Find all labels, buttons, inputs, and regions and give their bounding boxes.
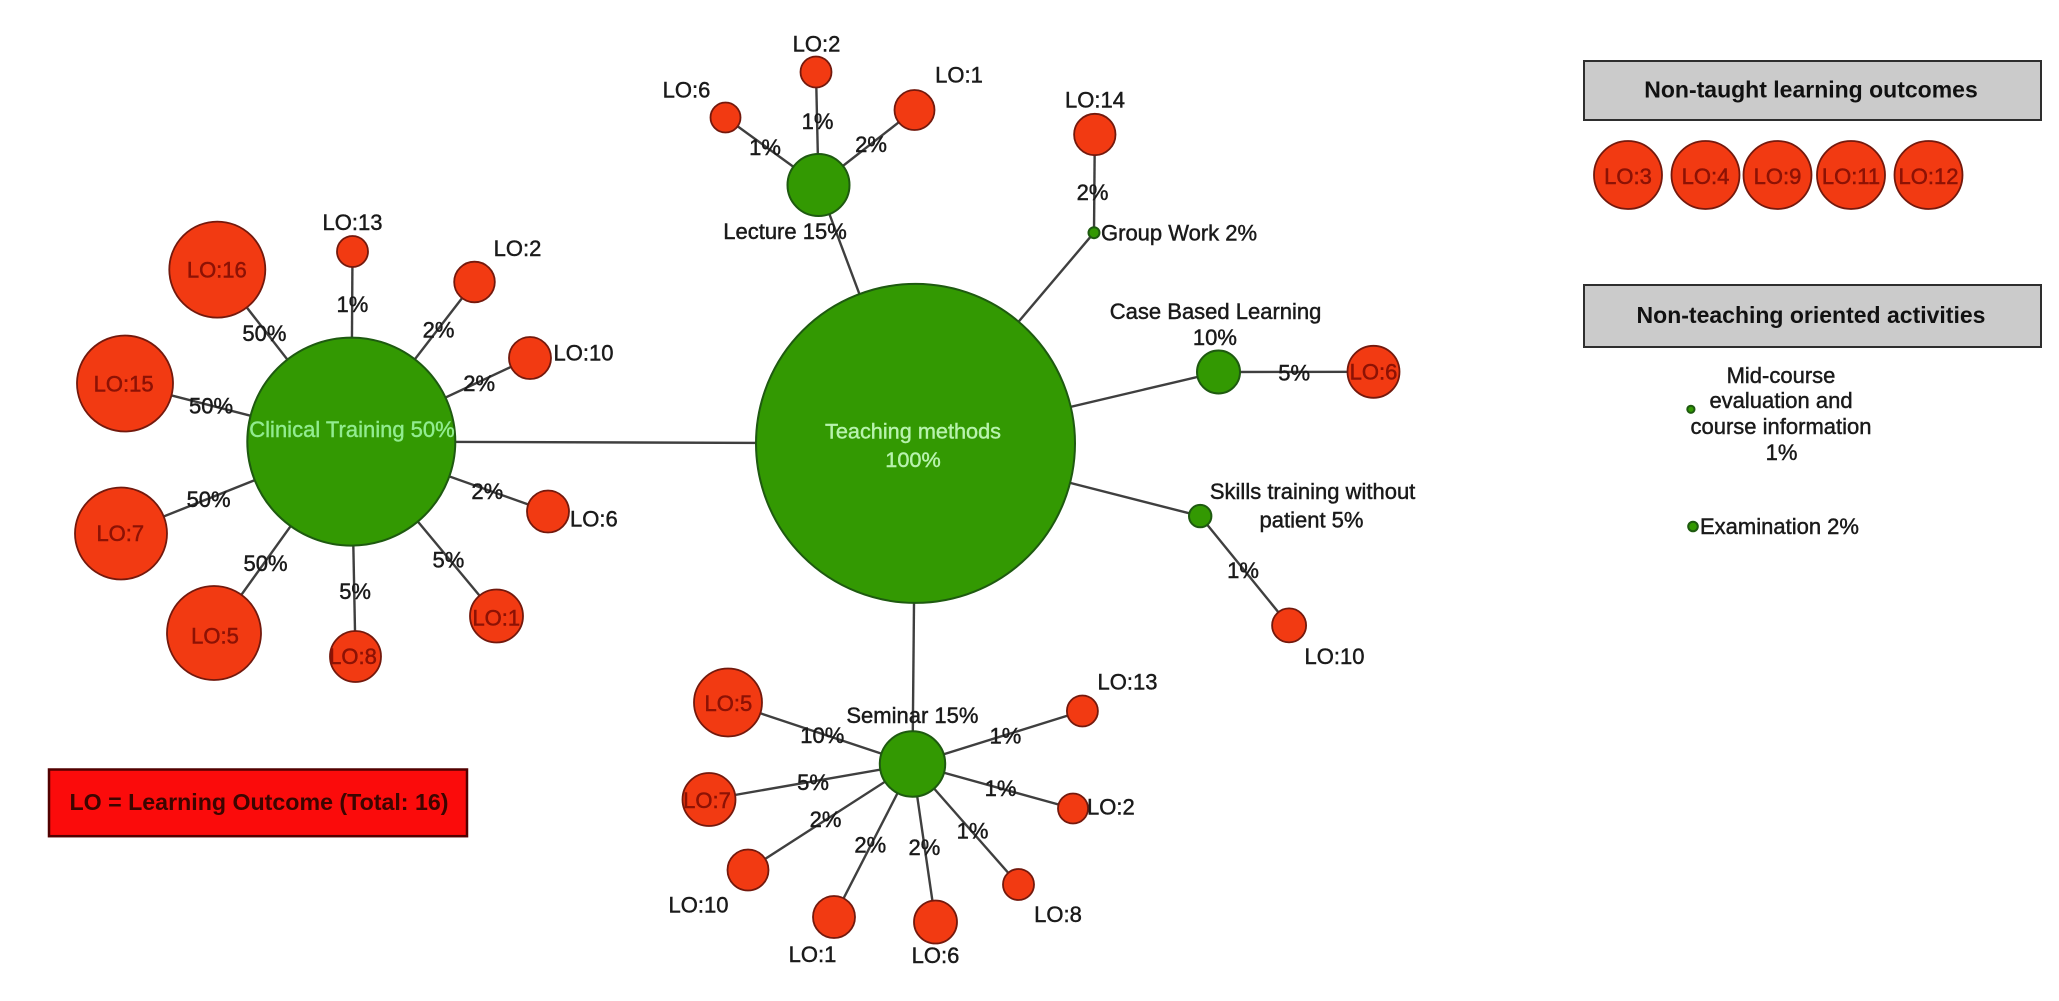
svg-text:1%: 1% [957,819,989,844]
svg-text:patient 5%: patient 5% [1260,507,1364,532]
svg-text:50%: 50% [242,321,286,346]
svg-text:5%: 5% [339,579,371,604]
svg-text:10%: 10% [1193,325,1237,350]
svg-text:LO:7: LO:7 [96,521,144,546]
svg-text:evaluation and: evaluation and [1709,388,1852,413]
svg-text:LO:8: LO:8 [1034,902,1082,927]
svg-text:Teaching methods: Teaching methods [825,419,1001,444]
svg-text:Clinical Training 50%: Clinical Training 50% [249,417,454,442]
svg-text:LO:5: LO:5 [705,691,753,716]
svg-text:2%: 2% [471,479,503,504]
svg-text:1%: 1% [990,724,1022,749]
svg-text:1%: 1% [749,135,781,160]
svg-text:LO:6: LO:6 [570,507,618,532]
svg-text:50%: 50% [187,487,231,512]
svg-text:LO:4: LO:4 [1682,164,1730,189]
svg-text:LO:2: LO:2 [793,32,841,57]
svg-text:LO:6: LO:6 [912,943,960,968]
svg-text:LO:16: LO:16 [187,258,247,283]
svg-text:LO:15: LO:15 [94,372,154,397]
svg-text:5%: 5% [433,548,465,573]
svg-text:LO:13: LO:13 [1098,670,1158,695]
svg-text:1%: 1% [802,109,834,134]
svg-text:LO:1: LO:1 [935,63,983,88]
svg-text:LO:8: LO:8 [329,644,377,669]
svg-text:LO:11: LO:11 [1822,164,1880,189]
svg-text:course information: course information [1691,414,1872,439]
svg-text:Seminar 15%: Seminar 15% [846,703,978,728]
svg-text:LO:1: LO:1 [789,942,837,967]
svg-text:LO:6: LO:6 [1350,359,1398,384]
svg-text:2%: 2% [810,807,842,832]
svg-text:LO:9: LO:9 [1754,164,1802,189]
svg-text:LO:6: LO:6 [663,78,711,103]
svg-text:LO:2: LO:2 [1087,795,1135,820]
svg-text:Skills training without: Skills training without [1210,479,1415,504]
svg-text:2%: 2% [1077,180,1109,205]
svg-text:50%: 50% [243,551,287,576]
svg-text:LO:7: LO:7 [683,788,731,813]
svg-text:Lecture 15%: Lecture 15% [723,219,847,244]
svg-text:1%: 1% [985,776,1017,801]
svg-text:2%: 2% [463,371,495,396]
svg-text:2%: 2% [854,833,886,858]
svg-text:LO:2: LO:2 [494,236,542,261]
svg-text:LO:12: LO:12 [1899,164,1959,189]
svg-text:1%: 1% [1766,440,1798,465]
svg-text:2%: 2% [909,835,941,860]
svg-text:100%: 100% [885,447,940,472]
svg-text:Non-teaching oriented activiti: Non-teaching oriented activities [1637,302,1986,328]
svg-text:LO:14: LO:14 [1065,88,1125,113]
svg-text:LO:1: LO:1 [472,606,520,631]
svg-text:LO = Learning Outcome (Total:: LO = Learning Outcome (Total: 16) [70,789,449,815]
svg-text:2%: 2% [423,318,455,343]
svg-text:LO:10: LO:10 [1305,644,1365,669]
svg-text:LO:3: LO:3 [1604,164,1652,189]
svg-text:LO:10: LO:10 [669,893,729,918]
svg-text:Group Work 2%: Group Work 2% [1101,221,1257,246]
svg-text:5%: 5% [1278,360,1310,385]
svg-text:50%: 50% [189,394,233,419]
svg-text:Mid-course: Mid-course [1727,363,1836,388]
svg-text:LO:10: LO:10 [554,341,614,366]
svg-text:Non-taught learning outcomes: Non-taught learning outcomes [1644,77,1978,103]
svg-text:10%: 10% [800,723,844,748]
svg-text:5%: 5% [797,770,829,795]
svg-text:1%: 1% [1227,558,1259,583]
svg-text:1%: 1% [337,292,369,317]
svg-text:Case Based Learning: Case Based Learning [1110,299,1322,324]
svg-text:2%: 2% [855,132,887,157]
svg-text:Examination 2%: Examination 2% [1700,514,1859,539]
svg-text:LO:13: LO:13 [323,210,383,235]
svg-text:LO:5: LO:5 [191,624,239,649]
